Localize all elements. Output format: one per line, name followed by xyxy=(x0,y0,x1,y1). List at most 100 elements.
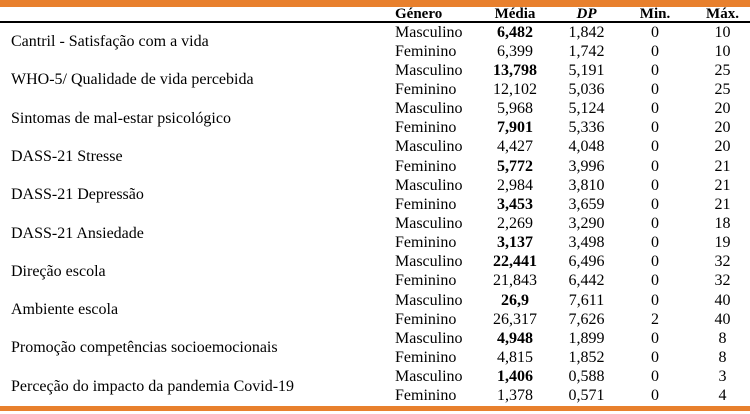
gender-cell: Masculino xyxy=(395,23,463,41)
dp-cell: 5,124 xyxy=(568,100,605,118)
max-cell: 8 xyxy=(718,329,727,347)
table-body: Cantril - Satisfação com a vida Masculino… xyxy=(0,22,750,406)
min-cell: 0 xyxy=(651,253,659,271)
media-cell: 4,427 xyxy=(497,138,533,156)
dp-cell: 0,588 xyxy=(568,368,605,386)
dp-cell: 5,191 xyxy=(568,61,605,79)
header-max: Máx. xyxy=(695,7,750,23)
scale-label: DASS-21 Stresse xyxy=(11,147,123,165)
max-cell: 32 xyxy=(714,253,731,271)
media-cell: 5,968 xyxy=(497,100,533,118)
dp-cell: 6,442 xyxy=(568,272,605,290)
media-cell: 1,378 xyxy=(497,387,533,405)
table-row: Feminino 1,378 0,571 0 4 xyxy=(0,387,750,406)
max-cell: 19 xyxy=(714,234,731,252)
max-cell: 10 xyxy=(714,42,731,60)
gender-cell: Masculino xyxy=(395,61,463,79)
min-cell: 0 xyxy=(651,61,659,79)
max-cell: 20 xyxy=(714,138,731,156)
media-cell: 4,815 xyxy=(497,348,533,366)
table-row: DASS-21 Ansiedade Masculino 2,269 3,290 0 18 xyxy=(0,214,750,241)
dp-cell: 3,498 xyxy=(568,234,605,252)
dp-cell: 7,626 xyxy=(568,310,605,328)
max-cell: 20 xyxy=(714,100,731,118)
min-cell: 0 xyxy=(651,272,659,290)
dp-cell: 1,842 xyxy=(568,23,605,41)
header-empty xyxy=(0,7,390,23)
min-cell: 0 xyxy=(651,368,659,386)
max-cell: 32 xyxy=(714,272,731,290)
table-row: Feminino 21,843 6,442 0 32 xyxy=(0,272,750,291)
max-cell: 40 xyxy=(714,310,731,328)
dp-cell: 5,336 xyxy=(568,119,605,137)
gender-cell: Masculino xyxy=(395,176,463,194)
scale-label: Cantril - Satisfação com a vida xyxy=(11,33,209,51)
media-cell: 26,317 xyxy=(493,310,537,328)
gender-cell: Masculino xyxy=(395,100,463,118)
table-row: Feminino 3,137 3,498 0 19 xyxy=(0,234,750,253)
min-cell: 0 xyxy=(651,234,659,252)
header-min: Min. xyxy=(615,7,695,23)
dp-cell: 7,611 xyxy=(568,291,605,309)
scale-label: Direção escola xyxy=(11,262,106,280)
header-row: Género Média DP Min. Máx. xyxy=(0,7,750,23)
dp-cell: 3,290 xyxy=(568,214,605,232)
scale-label: Ambiente escola xyxy=(11,301,119,319)
media-cell: 2,984 xyxy=(497,176,533,194)
gender-cell: Masculino xyxy=(395,253,463,271)
table-row: Promoção competências socioemocionais Mas… xyxy=(0,329,750,356)
dp-cell: 0,571 xyxy=(568,387,605,405)
max-cell: 20 xyxy=(714,119,731,137)
media-cell: 3,137 xyxy=(497,234,533,252)
gender-cell: Feminino xyxy=(395,310,457,328)
max-cell: 25 xyxy=(714,61,731,79)
header-media: Média xyxy=(472,7,558,23)
dp-cell: 1,852 xyxy=(568,348,605,366)
media-cell: 4,948 xyxy=(497,329,533,347)
table-row: Cantril - Satisfação com a vida Masculino… xyxy=(0,22,750,50)
media-cell: 3,453 xyxy=(497,195,533,213)
min-cell: 0 xyxy=(651,387,659,405)
gender-cell: Feminino xyxy=(395,272,457,290)
table-row: Feminino 12,102 5,036 0 25 xyxy=(0,80,750,99)
table-row: DASS-21 Depressão Masculino 2,984 3,810 0 21 xyxy=(0,176,750,203)
media-cell: 5,772 xyxy=(497,157,533,175)
max-cell: 21 xyxy=(714,195,731,213)
gender-cell: Feminino xyxy=(395,42,457,60)
gender-cell: Feminino xyxy=(395,157,457,175)
scale-label: Promoção competências socioemocionais xyxy=(11,339,278,357)
max-cell: 21 xyxy=(714,157,731,175)
table-row: Feminino 3,453 3,659 0 21 xyxy=(0,195,750,214)
bottom-accent-bar xyxy=(0,406,750,411)
min-cell: 0 xyxy=(651,100,659,118)
gender-cell: Feminino xyxy=(395,80,457,98)
table-row: Ambiente escola Masculino 26,9 7,611 0 40 xyxy=(0,291,750,318)
gender-cell: Feminino xyxy=(395,195,457,213)
min-cell: 0 xyxy=(651,157,659,175)
max-cell: 25 xyxy=(714,80,731,98)
gender-cell: Masculino xyxy=(395,329,463,347)
max-cell: 18 xyxy=(714,214,731,232)
media-cell: 21,843 xyxy=(493,272,537,290)
max-cell: 21 xyxy=(714,176,731,194)
table-row: Feminino 26,317 7,626 2 40 xyxy=(0,310,750,329)
min-cell: 0 xyxy=(651,214,659,232)
scale-label: WHO-5/ Qualidade de vida percebida xyxy=(11,71,254,89)
dp-cell: 3,810 xyxy=(568,176,605,194)
gender-cell: Feminino xyxy=(395,348,457,366)
header-genero: Género xyxy=(390,7,472,23)
min-cell: 0 xyxy=(651,80,659,98)
media-cell: 13,798 xyxy=(493,61,537,79)
max-cell: 40 xyxy=(714,291,731,309)
dp-cell: 3,996 xyxy=(568,157,605,175)
media-cell: 2,269 xyxy=(497,214,533,232)
min-cell: 0 xyxy=(651,23,659,41)
max-cell: 10 xyxy=(714,23,731,41)
media-cell: 7,901 xyxy=(497,119,533,137)
dp-cell: 1,742 xyxy=(568,42,605,60)
table-row: Sintomas de mal-estar psicológico Masculi… xyxy=(0,100,750,127)
dp-cell: 3,659 xyxy=(568,195,605,213)
dp-cell: 6,496 xyxy=(568,253,605,271)
scale-label: DASS-21 Ansiedade xyxy=(11,224,144,242)
